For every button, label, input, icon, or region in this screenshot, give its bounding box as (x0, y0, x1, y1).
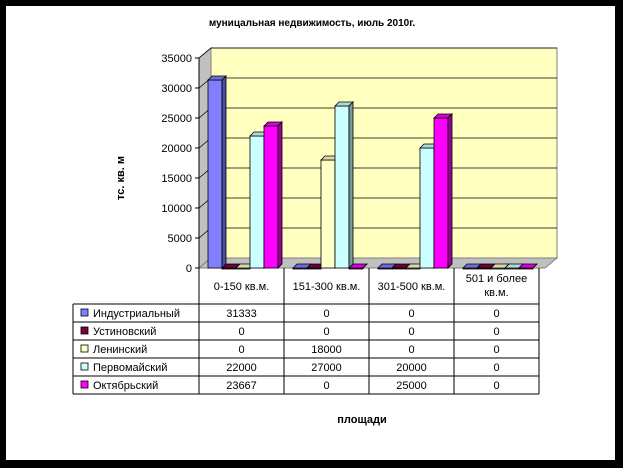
bar-side (221, 75, 227, 269)
bar-front (320, 159, 336, 269)
y-tick-label: 35000 (161, 53, 192, 65)
legend-entry: Первомайский (93, 362, 167, 374)
legend-entry: Устиновский (93, 326, 156, 338)
bar-side (447, 113, 453, 269)
chart-title: муницальная недвижимость, июль 2010г. (209, 18, 416, 29)
x-axis-label: площади (337, 414, 386, 426)
table-cell: 0 (238, 344, 244, 356)
x-category-label: 151-300 кв.м. (293, 281, 361, 293)
bar-chart: муницальная недвижимость, июль 2010г. пл… (72, 18, 559, 426)
table-cell: 22000 (226, 362, 257, 374)
table-cell: 25000 (396, 380, 427, 392)
legend-swatch (80, 344, 89, 353)
bar (433, 113, 453, 269)
legend-swatch (80, 326, 89, 335)
table-cell: 18000 (311, 344, 342, 356)
bar-front (249, 135, 265, 269)
y-tick-label: 10000 (161, 203, 192, 215)
bar (306, 263, 326, 270)
table-cell: 0 (493, 308, 499, 320)
y-tick-label: 5000 (168, 233, 192, 245)
table-cell: 0 (408, 344, 414, 356)
legend-entry: Октябрьский (93, 380, 158, 392)
x-category-label: 501 и более кв.м. (466, 273, 527, 299)
y-tick-label: 30000 (161, 83, 192, 95)
legend-swatch (80, 362, 89, 371)
bar (263, 121, 283, 269)
table-cell: 0 (408, 308, 414, 320)
bar-front (419, 147, 435, 269)
bar-side (348, 101, 354, 269)
table-cell: 31333 (226, 308, 257, 320)
bar-front (433, 117, 449, 269)
legend-swatch (80, 308, 89, 317)
bar (207, 75, 227, 269)
table-cell: 0 (323, 308, 329, 320)
y-tick-label: 15000 (161, 173, 192, 185)
table-cell: 0 (493, 326, 499, 338)
legend-swatch (80, 380, 89, 389)
chart-canvas: муницальная недвижимость, июль 2010г. пл… (6, 6, 615, 460)
legend-entry: Индустриальный (93, 308, 180, 320)
table-cell: 0 (493, 344, 499, 356)
bar (518, 263, 538, 270)
bar-front (207, 79, 223, 269)
table-cell: 0 (408, 326, 414, 338)
y-tick-label: 0 (186, 263, 192, 275)
table-cell: 0 (323, 380, 329, 392)
table-cell: 27000 (311, 362, 342, 374)
table-cell: 20000 (396, 362, 427, 374)
y-tick-label: 25000 (161, 113, 192, 125)
bar-front (263, 125, 279, 269)
y-tick-label: 20000 (161, 143, 192, 155)
y-axis-label: тс. кв. м (115, 156, 127, 200)
table-cell: 0 (323, 326, 329, 338)
bar-side (277, 121, 283, 269)
table-cell: 0 (238, 326, 244, 338)
gridline (198, 47, 212, 59)
bar (334, 101, 354, 269)
table-cell: 0 (493, 362, 499, 374)
x-category-label: 301-500 кв.м. (378, 281, 446, 293)
legend-entry: Ленинский (93, 344, 147, 356)
bar-side (532, 263, 538, 269)
table-cell: 23667 (226, 380, 257, 392)
bar-front (334, 105, 350, 269)
bar-side (362, 263, 368, 269)
x-category-label: 0-150 кв.м. (214, 281, 270, 293)
bar (348, 263, 368, 270)
table-cell: 0 (493, 380, 499, 392)
